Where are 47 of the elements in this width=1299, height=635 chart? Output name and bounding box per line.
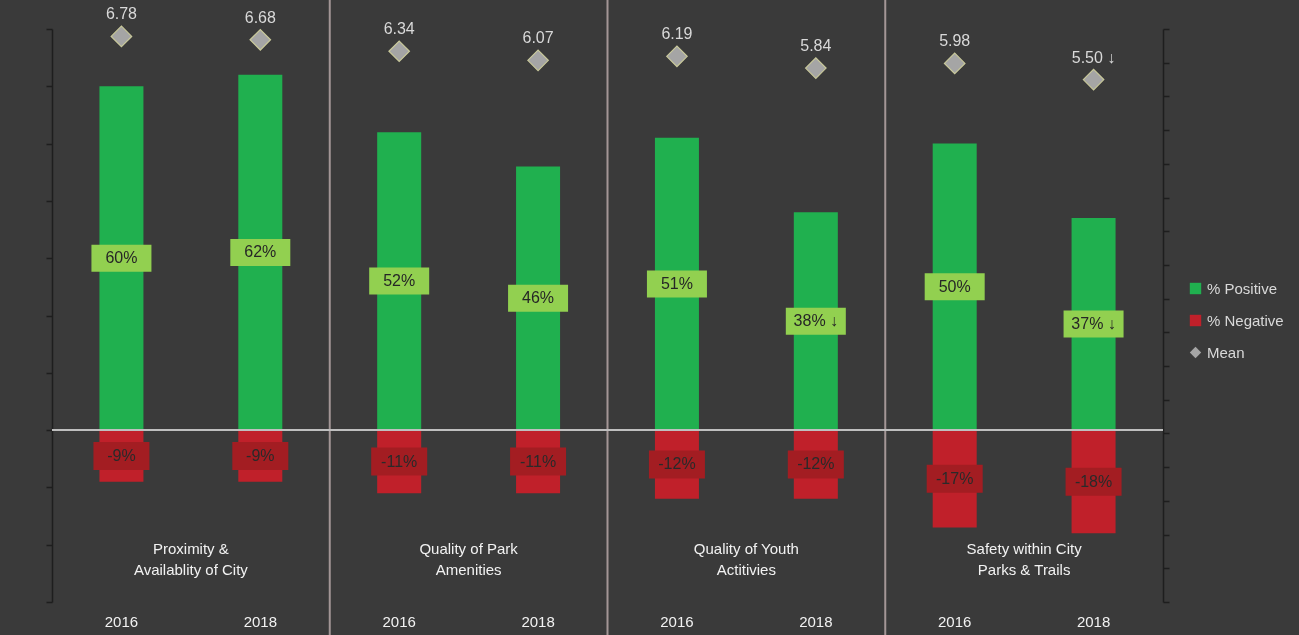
data-label: 46% [522,289,555,307]
point [110,25,133,48]
data-label: -11% [381,452,418,470]
point [666,45,688,68]
data-label: -9% [107,446,136,464]
x-tick-label: 2016 [382,612,416,630]
x-tick-label: 2018 [243,612,277,630]
data-label: 5.98 [939,32,971,50]
data-label: 52% [383,272,416,290]
x-tick-label: 2016 [938,612,972,630]
data-label: 62% [244,243,277,261]
x-tick-label: 2018 [1076,612,1111,630]
x-tick-label: 2016 [104,612,139,630]
x-tick-label: 2018 [799,612,833,630]
data-label: 37% ↓ [1071,315,1116,333]
data-label: 38% ↓ [793,312,839,330]
annotation: Proximity & Availablity of City [133,540,249,578]
data-label: 6.19 [661,25,693,43]
data-label: -17% [936,469,974,487]
data-label: 5.50 ↓ [1071,48,1116,66]
point [527,49,549,72]
legend-label: % Positive [1207,279,1278,297]
data-label: 6.68 [244,8,276,26]
data-label: -9% [246,446,275,464]
data-label: 6.07 [522,29,554,47]
point [804,57,827,79]
data-label: 50% [938,277,971,295]
data-label: 60% [105,249,138,267]
data-label: -12% [797,455,835,473]
data-label: 5.84 [800,37,832,55]
x-tick-label: 2018 [521,612,555,630]
annotation: Quality of Youth Actitivies [693,540,799,578]
data-label: -11% [519,452,557,470]
point [249,28,272,51]
data-label: -18% [1074,472,1113,490]
point [1082,68,1105,91]
data-label: 6.34 [383,20,415,38]
legend-label: % Negative [1207,311,1284,329]
point [388,40,411,63]
point [943,52,966,75]
annotation: Safety within City Parks & Trails [966,540,1083,578]
x-tick-label: 2016 [660,612,694,630]
data-label: -12% [658,455,696,473]
data-label: 6.78 [105,5,138,23]
data-label: 51% [660,274,693,292]
annotation: Quality of Park Amenities [419,540,519,578]
legend-label: Mean [1207,343,1245,361]
